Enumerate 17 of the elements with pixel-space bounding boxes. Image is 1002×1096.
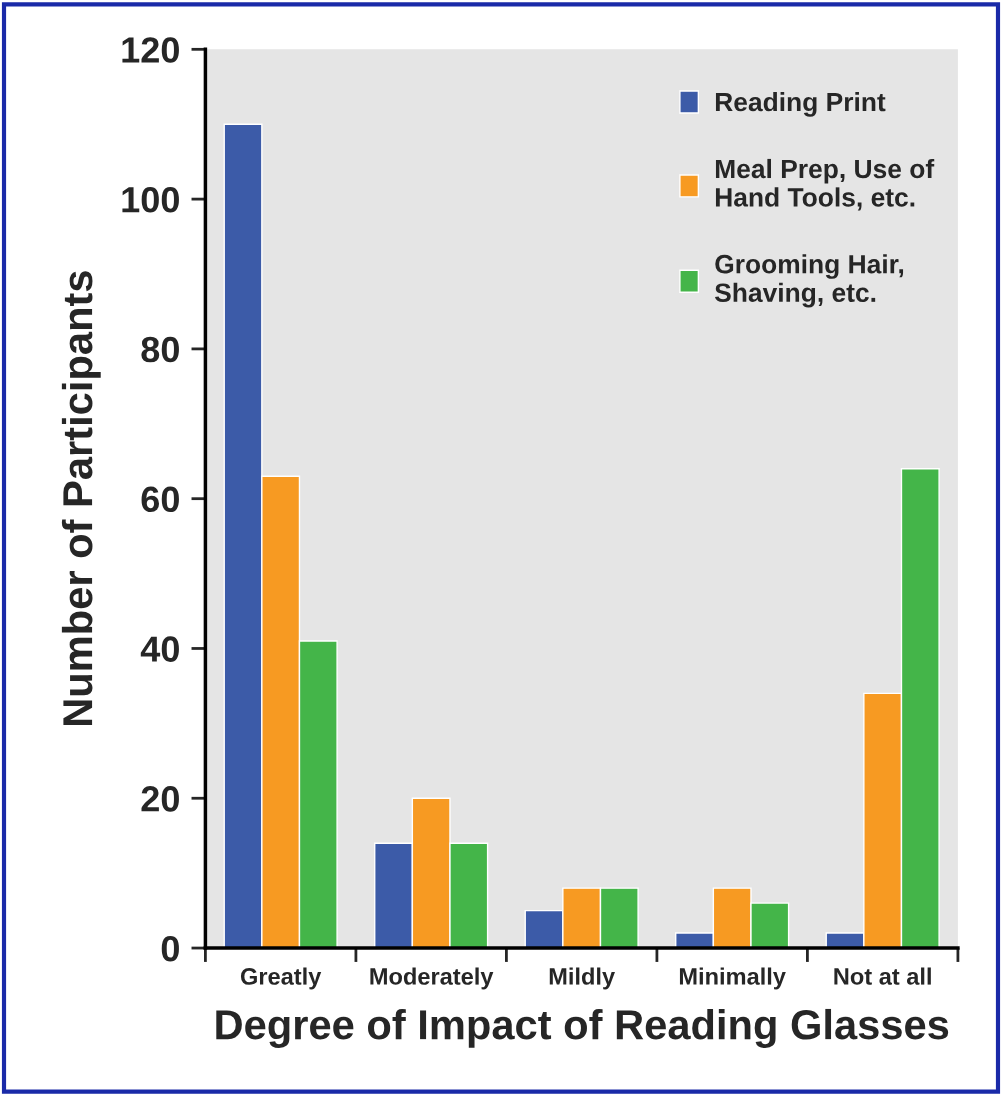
- x-axis-title: Degree of Impact of Reading Glasses: [216, 1008, 949, 1048]
- x-tick-label: Minimally: [679, 967, 786, 990]
- legend-label: Reading Print: [715, 91, 886, 117]
- y-tick-label: 60: [141, 486, 179, 513]
- y-tick-label: 40: [140, 636, 179, 662]
- y-tick-label: 20: [141, 786, 179, 812]
- x-tick-label: Not at all: [834, 967, 931, 985]
- y-tick-label: 80: [141, 336, 179, 363]
- y-tick-label: 0: [161, 935, 179, 962]
- x-tick-label: Mildly: [549, 967, 615, 990]
- x-tick-label: Moderately: [370, 967, 494, 990]
- legend-label: Grooming Hair, Shaving, etc.: [714, 254, 904, 308]
- y-axis-title: Number of Participants: [61, 271, 101, 726]
- y-tick-label: 100: [122, 186, 179, 213]
- legend-label: Meal Prep, Use of Hand Tools, etc.: [715, 158, 935, 211]
- y-tick-label: 120: [122, 37, 179, 63]
- x-tick-label: Greatly: [240, 967, 322, 990]
